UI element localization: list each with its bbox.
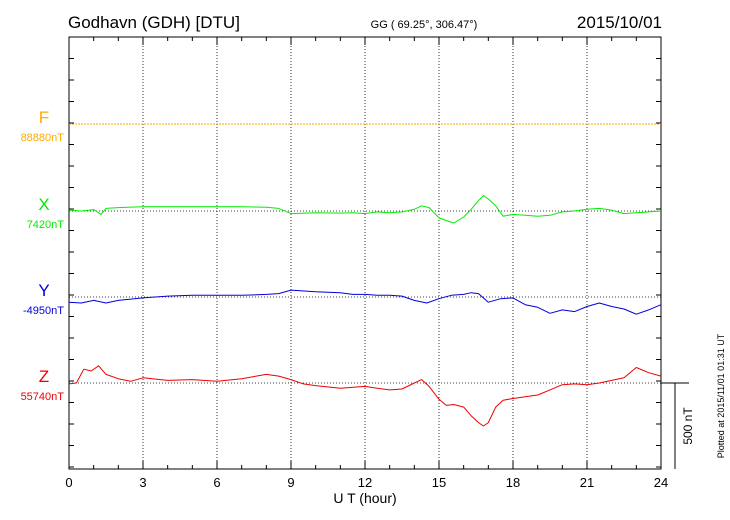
series-group bbox=[68, 123, 662, 427]
scale-bar-label: 500 nT bbox=[681, 407, 695, 445]
x-tick-label: 9 bbox=[287, 475, 294, 490]
station-title: Godhavn (GDH) [DTU] bbox=[68, 13, 240, 32]
x-tick-label: 24 bbox=[654, 475, 668, 490]
channel-labels: F 88880nT X 7420nT Y -4950nT Z 55740nT bbox=[21, 108, 65, 403]
x-tick-label: 21 bbox=[580, 475, 594, 490]
channel-letter-z: Z bbox=[39, 367, 49, 386]
series-line-z bbox=[68, 365, 662, 427]
x-tick-label: 12 bbox=[358, 475, 372, 490]
channel-letter-f: F bbox=[39, 108, 49, 127]
channel-letter-x: X bbox=[38, 195, 49, 214]
series-line-x bbox=[68, 195, 662, 224]
x-tick-label: 15 bbox=[432, 475, 446, 490]
coords-label: GG ( 69.25°, 306.47°) bbox=[371, 19, 478, 31]
x-tick-label: 3 bbox=[139, 475, 146, 490]
x-tick-label: 18 bbox=[506, 475, 520, 490]
channel-baseline-f: 88880nT bbox=[21, 132, 65, 144]
x-tick-labels: 0 3 6 9 12 15 18 21 24 bbox=[65, 475, 668, 490]
series-line-y bbox=[68, 289, 662, 315]
channel-baseline-z: 55740nT bbox=[21, 391, 65, 403]
date-label: 2015/10/01 bbox=[577, 13, 662, 32]
channel-letter-y: Y bbox=[38, 281, 49, 300]
channel-baseline-x: 7420nT bbox=[27, 219, 65, 231]
x-tick-label: 0 bbox=[65, 475, 72, 490]
scale-bar: 500 nT bbox=[661, 382, 695, 469]
axis-ticks bbox=[68, 37, 662, 469]
grid-lines bbox=[69, 37, 661, 469]
channel-baseline-y: -4950nT bbox=[23, 305, 64, 317]
x-tick-label: 6 bbox=[213, 475, 220, 490]
plotted-at-note: Plotted at 2015/11/01 01:31 UT bbox=[716, 333, 726, 458]
x-axis-label: U T (hour) bbox=[333, 490, 396, 506]
